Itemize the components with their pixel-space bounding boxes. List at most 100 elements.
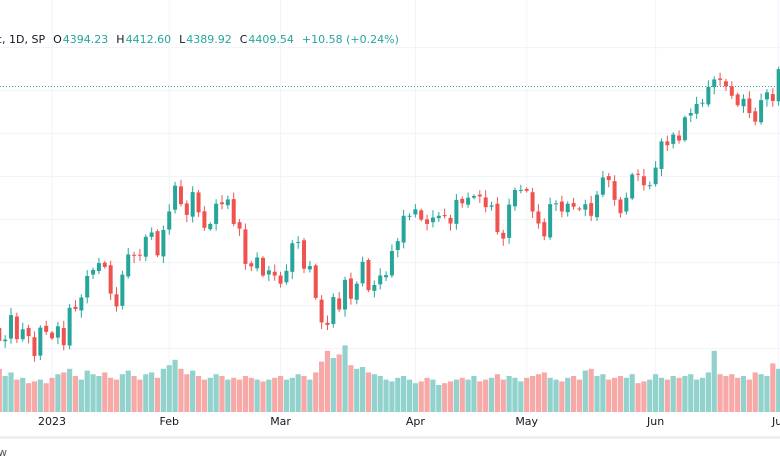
volume-bar	[430, 379, 436, 412]
volume-bar	[535, 374, 542, 412]
candle-body	[14, 316, 19, 340]
volume-bar	[541, 372, 547, 412]
candle-body	[208, 223, 213, 230]
candle-body	[448, 217, 453, 224]
volume-bar	[565, 377, 571, 412]
candlestick-chart[interactable]	[0, 0, 780, 440]
volume-bar	[160, 368, 166, 412]
volume-bar	[149, 372, 155, 412]
volume-bar	[313, 372, 319, 412]
volume-bar	[711, 350, 717, 412]
candle-body	[343, 279, 348, 310]
candle-body	[114, 294, 119, 307]
candle-body	[776, 69, 780, 102]
low-value: 4389.92	[186, 33, 232, 46]
x-tick-label: 2023	[38, 415, 67, 428]
volume-bar	[260, 381, 266, 412]
candle-body	[313, 265, 318, 298]
volume-bar	[37, 379, 43, 412]
candle-body	[389, 251, 394, 276]
candle-body	[132, 254, 137, 256]
volume-bar	[354, 368, 360, 412]
volume-bar	[178, 368, 184, 412]
change-value: +10.58 (+0.24%)	[301, 33, 399, 46]
candle-body	[243, 229, 248, 264]
volume-bar	[55, 374, 61, 412]
candle-body	[729, 86, 734, 96]
volume-bar	[84, 370, 90, 412]
volume-bar	[682, 376, 688, 412]
volume-bar	[647, 379, 653, 412]
candle-body	[155, 231, 160, 256]
volume-bar	[266, 379, 272, 412]
volume-bar	[500, 379, 506, 412]
candle-body	[618, 199, 623, 214]
pane-separator[interactable]	[0, 436, 780, 439]
candle-body	[577, 208, 582, 210]
candle-body	[266, 270, 271, 275]
volume-bar	[96, 376, 102, 412]
candle-body	[583, 204, 588, 210]
volume-bar	[483, 379, 489, 412]
volume-bar	[553, 379, 559, 412]
volume-bar	[776, 368, 780, 412]
candle-body	[161, 229, 166, 257]
volume-bar	[102, 372, 108, 412]
volume-bar	[195, 376, 202, 412]
volume-bar	[236, 379, 243, 412]
candle-body	[460, 198, 465, 204]
volume-bar	[154, 377, 161, 412]
candle-body	[184, 203, 189, 215]
candle-body	[612, 181, 617, 200]
open-value: 4394.23	[62, 33, 109, 46]
candle-body	[50, 332, 55, 339]
candle-body	[735, 94, 740, 106]
candle-body	[44, 325, 49, 332]
x-tick-label: Feb	[159, 415, 179, 428]
candle-body	[372, 285, 377, 291]
volume-bar	[494, 374, 500, 412]
volume-bar	[125, 370, 131, 412]
candle-body	[630, 174, 635, 199]
volume-bar	[764, 376, 770, 412]
candle-body	[202, 211, 207, 228]
high-value: 4412.60	[125, 33, 172, 46]
candle-body	[501, 232, 506, 239]
volume-bar	[225, 379, 231, 412]
volume-bars	[0, 345, 780, 412]
volume-bar	[248, 377, 254, 412]
volume-bar	[447, 381, 454, 412]
volume-bar	[424, 377, 430, 412]
volume-bar	[723, 376, 729, 412]
candle-body	[495, 203, 500, 233]
volume-bar	[653, 374, 659, 412]
candle-body	[214, 203, 219, 224]
volume-bar	[612, 377, 618, 412]
candle-body	[688, 113, 693, 116]
volume-bar	[20, 377, 26, 412]
volume-bar	[617, 376, 624, 412]
volume-bar	[735, 377, 741, 412]
volume-bar	[512, 377, 518, 412]
candle-body	[120, 274, 125, 306]
close-value: 4409.54	[248, 33, 294, 46]
candle-body	[173, 185, 178, 210]
volume-bar	[436, 385, 442, 412]
volume-bar	[658, 377, 665, 412]
candle-body	[548, 204, 553, 238]
volume-bar	[547, 377, 553, 412]
volume-bar	[746, 379, 752, 412]
volume-bar	[301, 376, 307, 412]
candle-body	[278, 275, 283, 284]
candle-body	[354, 283, 359, 300]
candle-body	[337, 298, 342, 310]
volume-bar	[588, 368, 594, 412]
candle-body	[360, 261, 365, 284]
volume-bar	[377, 376, 383, 412]
candle-body	[143, 236, 148, 257]
candle-body	[677, 135, 682, 141]
candle-body	[96, 263, 101, 271]
volume-bar	[406, 379, 413, 412]
volume-bar	[43, 383, 49, 412]
volume-bar	[383, 379, 389, 412]
